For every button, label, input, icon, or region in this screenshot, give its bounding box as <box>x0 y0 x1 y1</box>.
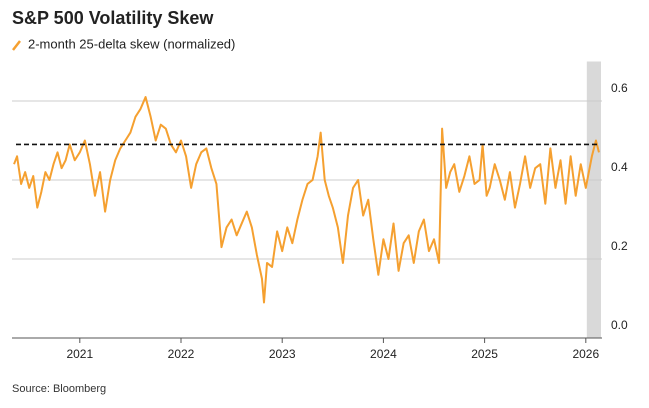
x-tick-label: 2022 <box>168 347 195 361</box>
x-tick-label: 2025 <box>471 347 498 361</box>
source: Source: Bloomberg <box>12 383 106 395</box>
y-tick-label: 0.2 <box>611 239 628 253</box>
x-tick-label: 2026 <box>572 347 599 361</box>
legend-swatch <box>12 40 21 51</box>
y-tick-label: 0.6 <box>611 81 628 95</box>
x-tick-label: 2024 <box>370 347 397 361</box>
x-tick-label: 2023 <box>269 347 296 361</box>
y-tick-label: 0.4 <box>611 160 628 174</box>
chart-title: S&P 500 Volatility Skew <box>12 8 214 28</box>
shaded-period <box>586 61 601 338</box>
series-line <box>13 96 600 304</box>
x-tick-label: 2021 <box>66 347 93 361</box>
y-tick-label: 0.0 <box>611 318 628 332</box>
legend-label: 2-month 25-delta skew (normalized) <box>28 36 235 51</box>
